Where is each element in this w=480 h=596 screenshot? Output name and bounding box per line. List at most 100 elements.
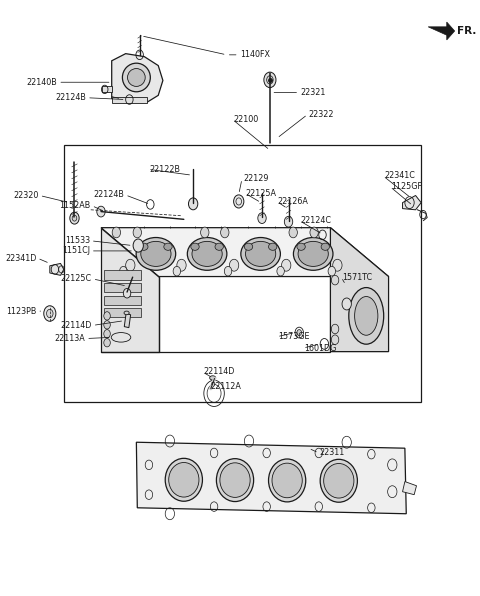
Text: 22320: 22320 — [13, 191, 39, 200]
Polygon shape — [101, 228, 389, 277]
Circle shape — [331, 324, 339, 334]
Ellipse shape — [187, 238, 227, 271]
Circle shape — [133, 227, 142, 238]
Text: 22114D: 22114D — [204, 367, 235, 377]
Text: 1125GF: 1125GF — [391, 182, 422, 191]
Ellipse shape — [298, 241, 328, 266]
Circle shape — [328, 266, 336, 276]
Circle shape — [120, 266, 127, 276]
Bar — [104, 296, 141, 305]
Text: 22322: 22322 — [309, 110, 334, 119]
Ellipse shape — [141, 241, 171, 266]
Circle shape — [310, 227, 318, 238]
Text: 1123PB: 1123PB — [6, 306, 36, 316]
Ellipse shape — [140, 243, 148, 250]
Ellipse shape — [355, 296, 378, 335]
Ellipse shape — [216, 459, 253, 502]
Text: 22311: 22311 — [320, 448, 345, 458]
Ellipse shape — [268, 459, 306, 502]
Circle shape — [173, 266, 180, 276]
Ellipse shape — [297, 243, 305, 250]
Bar — [64, 145, 421, 402]
Circle shape — [258, 213, 266, 224]
Circle shape — [342, 298, 351, 310]
Text: 1151CJ: 1151CJ — [62, 246, 90, 256]
Ellipse shape — [215, 243, 223, 250]
Polygon shape — [330, 228, 389, 352]
Ellipse shape — [272, 463, 302, 498]
Text: 1601DG: 1601DG — [304, 343, 336, 353]
Circle shape — [267, 76, 273, 84]
Ellipse shape — [245, 241, 276, 266]
Polygon shape — [112, 54, 163, 103]
Polygon shape — [136, 442, 406, 514]
Circle shape — [229, 259, 239, 271]
Circle shape — [104, 330, 110, 338]
Text: 22100: 22100 — [233, 114, 258, 124]
Circle shape — [282, 259, 291, 271]
Circle shape — [201, 227, 209, 238]
Text: 22125A: 22125A — [246, 188, 277, 198]
Text: 1571TC: 1571TC — [342, 272, 372, 282]
Ellipse shape — [349, 288, 384, 344]
Text: 22341C: 22341C — [384, 171, 415, 181]
Polygon shape — [403, 482, 417, 495]
Circle shape — [234, 195, 244, 208]
Text: 22126A: 22126A — [278, 197, 309, 206]
Circle shape — [44, 306, 56, 321]
Polygon shape — [403, 195, 421, 210]
Circle shape — [189, 198, 198, 210]
Ellipse shape — [124, 311, 129, 315]
Circle shape — [112, 227, 120, 238]
Circle shape — [97, 206, 105, 217]
Text: 1140FX: 1140FX — [240, 50, 270, 60]
Text: 22124B: 22124B — [94, 190, 124, 200]
Ellipse shape — [122, 63, 150, 92]
Bar — [104, 270, 141, 280]
Circle shape — [333, 259, 342, 271]
Polygon shape — [428, 22, 455, 40]
Circle shape — [47, 309, 53, 318]
Ellipse shape — [136, 238, 176, 271]
Circle shape — [224, 266, 232, 276]
Circle shape — [331, 275, 339, 285]
Polygon shape — [50, 263, 64, 275]
Text: 22125C: 22125C — [60, 274, 92, 284]
Circle shape — [289, 227, 298, 238]
Circle shape — [133, 239, 144, 252]
Ellipse shape — [220, 463, 250, 498]
Text: 22124C: 22124C — [300, 216, 331, 225]
Bar — [124, 313, 131, 328]
Text: 22140B: 22140B — [26, 77, 57, 87]
Ellipse shape — [191, 243, 199, 250]
Ellipse shape — [164, 243, 172, 250]
Circle shape — [123, 288, 131, 298]
Circle shape — [284, 216, 293, 227]
Polygon shape — [102, 86, 112, 92]
Circle shape — [221, 227, 229, 238]
Bar — [104, 308, 141, 317]
Ellipse shape — [241, 238, 280, 271]
Text: 1573GE: 1573GE — [278, 332, 309, 342]
Circle shape — [70, 212, 79, 224]
Circle shape — [177, 259, 186, 271]
Ellipse shape — [165, 458, 203, 501]
Text: 11533: 11533 — [65, 236, 90, 246]
Ellipse shape — [321, 243, 329, 250]
Circle shape — [104, 312, 110, 320]
Ellipse shape — [320, 460, 358, 502]
Circle shape — [331, 335, 339, 344]
Bar — [104, 283, 141, 292]
Ellipse shape — [192, 241, 222, 266]
Text: 22341D: 22341D — [5, 253, 36, 263]
Ellipse shape — [210, 376, 216, 380]
Polygon shape — [112, 97, 146, 103]
Circle shape — [104, 321, 110, 329]
Ellipse shape — [244, 243, 252, 250]
Ellipse shape — [324, 464, 354, 498]
Text: 22113A: 22113A — [54, 334, 85, 343]
Circle shape — [104, 339, 110, 347]
Text: 1152AB: 1152AB — [60, 201, 91, 210]
Text: 22122B: 22122B — [149, 164, 180, 174]
Polygon shape — [101, 228, 159, 352]
